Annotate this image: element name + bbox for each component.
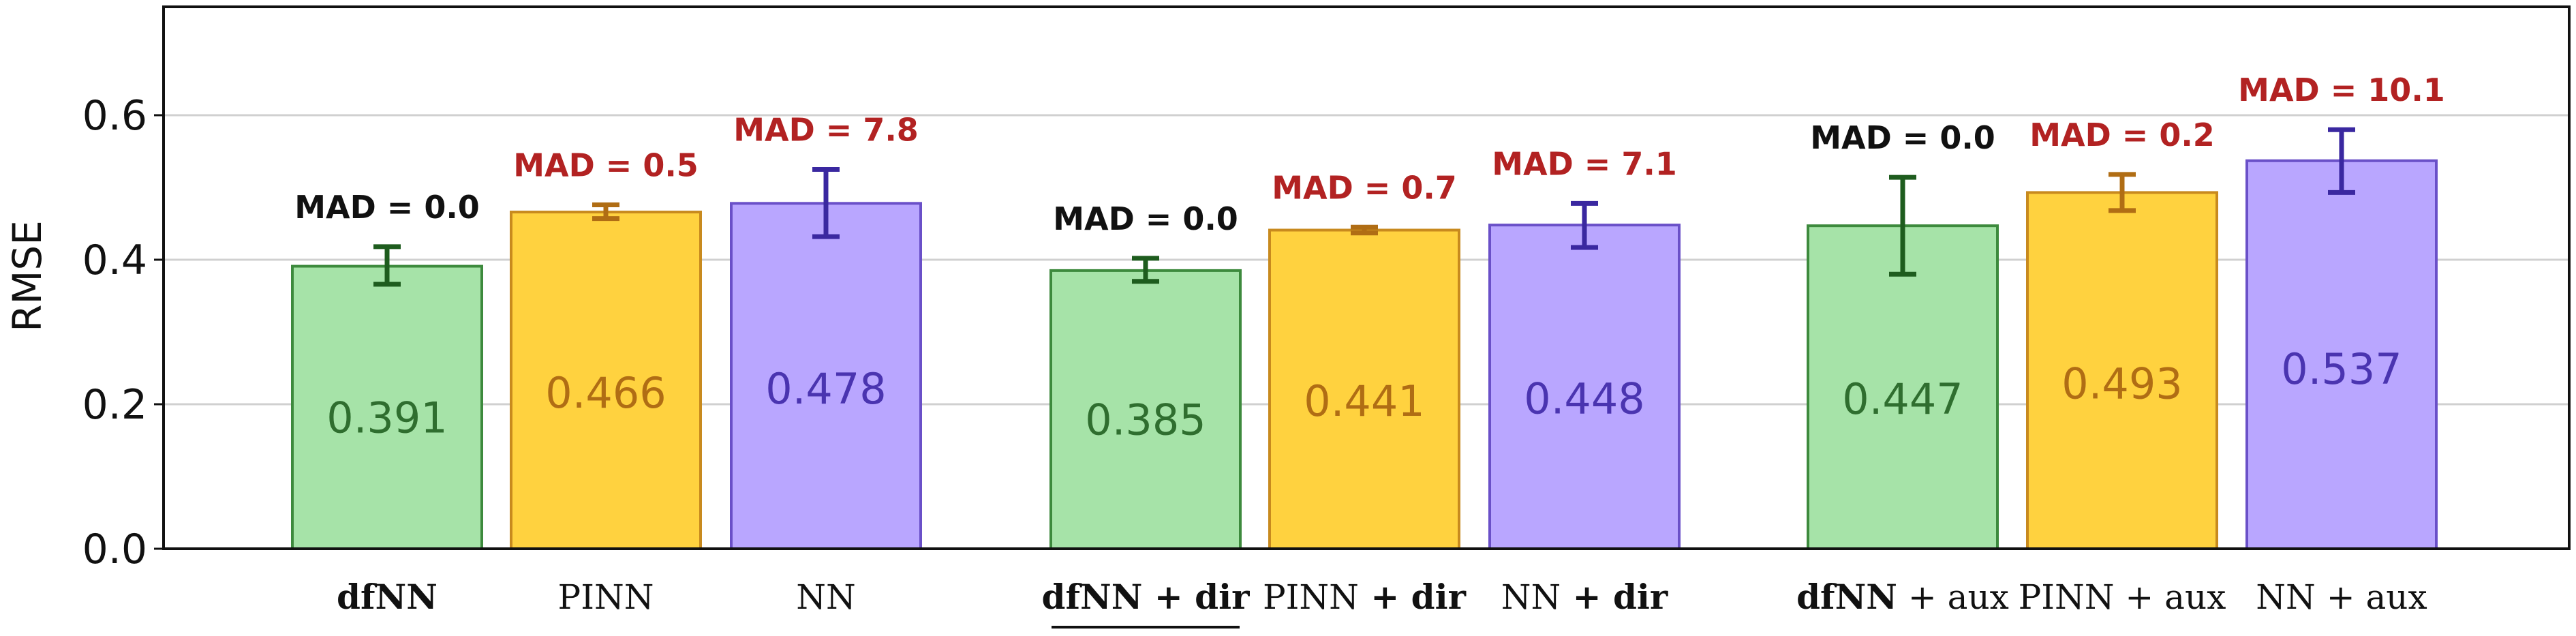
category-label-suffix: + dir xyxy=(1142,577,1250,617)
bar xyxy=(2026,191,2218,551)
mad-label: MAD = 0.2 xyxy=(2029,117,2215,153)
category-label: NN xyxy=(796,577,856,617)
x-axis-labels: dfNN PINN NN dfNN + dir PINN + dir NN + dir df… xyxy=(337,577,2427,629)
value-label: 0.537 xyxy=(2281,344,2402,394)
bar xyxy=(510,211,702,550)
mad-label: MAD = 0.0 xyxy=(1810,119,1995,156)
y-axis-label: RMSE xyxy=(4,220,50,332)
category-label-suffix: + aux xyxy=(1897,577,2009,617)
mad-label: MAD = 0.0 xyxy=(1053,200,1238,237)
bars-group: 0.391 MAD = 0.0 0.466 MAD = 0.5 0.478 MAD = 7… xyxy=(291,72,2445,551)
category-label: dfNN + aux xyxy=(1796,577,2009,617)
category-label-main: NN xyxy=(1501,577,1561,617)
value-label: 0.441 xyxy=(1304,376,1425,426)
category-label-suffix: + dir xyxy=(1561,577,1668,617)
category-label: NN + aux xyxy=(2256,577,2427,617)
bar xyxy=(291,264,483,550)
category-label: PINN + dir xyxy=(1263,577,1467,617)
value-label: 0.385 xyxy=(1085,395,1206,444)
mad-label: MAD = 0.0 xyxy=(294,189,480,226)
category-label-main: PINN xyxy=(558,577,654,617)
value-label: 0.466 xyxy=(545,368,666,418)
value-label: 0.391 xyxy=(326,393,448,442)
category-label-main: NN xyxy=(796,577,856,617)
category-label-main: PINN xyxy=(2019,577,2115,617)
mad-label: MAD = 0.7 xyxy=(1272,169,1457,206)
category-label: dfNN + dir xyxy=(1042,577,1251,617)
bar xyxy=(1488,224,1681,550)
y-tick-label: 0.2 xyxy=(82,381,147,429)
value-label: 0.447 xyxy=(1842,374,1963,424)
category-label-main: dfNN xyxy=(1796,577,1897,617)
category-label-main: NN xyxy=(2256,577,2316,617)
y-tick-label: 0.4 xyxy=(82,237,147,284)
y-tick-label: 0.0 xyxy=(82,526,147,573)
mad-label: MAD = 0.5 xyxy=(513,147,699,183)
mad-label: MAD = 10.1 xyxy=(2238,72,2445,108)
category-label: NN + dir xyxy=(1501,577,1668,617)
category-label-main: dfNN xyxy=(337,577,438,617)
mad-label: MAD = 7.1 xyxy=(1492,145,1677,182)
category-label: dfNN xyxy=(337,577,438,617)
value-label: 0.478 xyxy=(765,364,887,414)
category-label-suffix: + aux xyxy=(2316,577,2427,617)
category-label: PINN xyxy=(558,577,654,617)
plot-frame xyxy=(162,5,2571,550)
y-axis: 0.0 0.2 0.4 0.6 xyxy=(82,92,164,573)
value-label: 0.448 xyxy=(1524,374,1645,424)
bar xyxy=(1807,224,1999,550)
mad-label: MAD = 7.8 xyxy=(733,112,919,149)
category-label-suffix: + aux xyxy=(2115,577,2226,617)
bar xyxy=(2245,159,2438,550)
category-label-suffix: + dir xyxy=(1359,577,1467,617)
category-label: PINN + aux xyxy=(2019,577,2226,617)
y-tick-label: 0.6 xyxy=(82,92,147,140)
category-label-main: PINN xyxy=(1263,577,1359,617)
category-label-main: dfNN xyxy=(1042,577,1143,617)
value-label: 0.493 xyxy=(2061,359,2183,409)
